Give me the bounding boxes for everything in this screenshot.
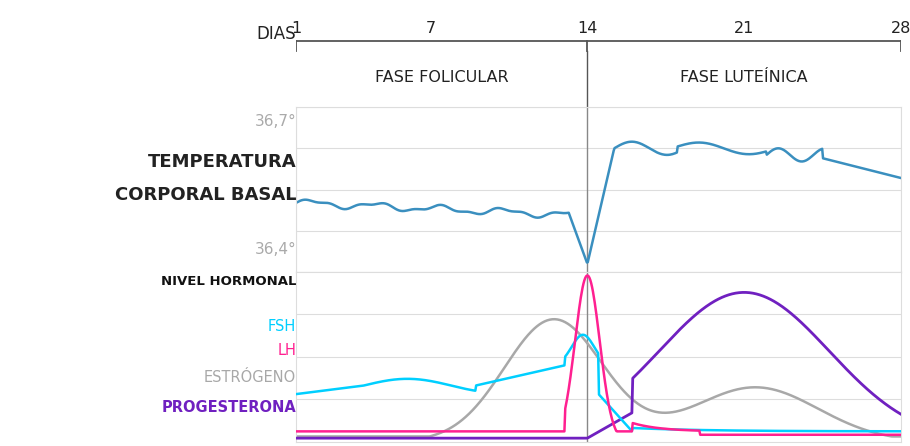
Text: DIAS: DIAS bbox=[257, 25, 297, 43]
Text: 36,4°: 36,4° bbox=[255, 242, 297, 257]
Text: LH: LH bbox=[278, 343, 297, 358]
Text: 14: 14 bbox=[577, 21, 598, 36]
Text: NIVEL HORMONAL: NIVEL HORMONAL bbox=[161, 276, 297, 289]
Text: FASE LUTEÍNICA: FASE LUTEÍNICA bbox=[681, 70, 808, 85]
Text: 7: 7 bbox=[426, 21, 436, 36]
Text: 21: 21 bbox=[734, 21, 754, 36]
Text: 1: 1 bbox=[291, 21, 301, 36]
Text: 28: 28 bbox=[891, 21, 910, 36]
Text: 36,7°: 36,7° bbox=[255, 114, 297, 128]
Text: FSH: FSH bbox=[268, 319, 297, 334]
Text: FASE FOLICULAR: FASE FOLICULAR bbox=[375, 70, 509, 85]
Text: CORPORAL BASAL: CORPORAL BASAL bbox=[115, 186, 297, 204]
Text: PROGESTERONA: PROGESTERONA bbox=[161, 400, 297, 415]
Text: ESTRÓGENO: ESTRÓGENO bbox=[204, 370, 297, 384]
Text: TEMPERATURA: TEMPERATURA bbox=[147, 153, 297, 171]
